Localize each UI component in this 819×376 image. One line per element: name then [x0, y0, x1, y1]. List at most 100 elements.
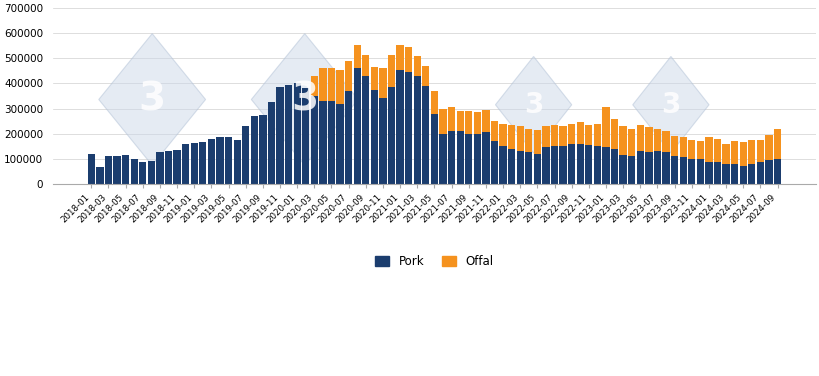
Bar	[130, 159, 138, 184]
Bar	[113, 156, 120, 184]
Bar	[464, 133, 472, 184]
Bar	[456, 131, 464, 184]
Bar	[345, 91, 352, 184]
Bar	[593, 146, 600, 184]
Bar	[541, 147, 549, 184]
Bar	[353, 68, 360, 184]
Bar	[618, 126, 626, 155]
Bar	[293, 83, 301, 184]
Bar	[328, 68, 335, 101]
Bar	[422, 66, 429, 86]
Bar	[456, 111, 464, 131]
Bar	[422, 86, 429, 184]
Bar	[285, 85, 292, 184]
Bar	[627, 156, 635, 184]
Bar	[413, 56, 420, 76]
Bar	[122, 155, 129, 184]
Bar	[670, 156, 677, 184]
Bar	[473, 133, 481, 184]
Bar	[405, 47, 412, 72]
Bar	[550, 146, 558, 184]
Bar	[585, 145, 592, 184]
Bar	[662, 152, 669, 184]
Bar	[773, 129, 781, 159]
Bar	[636, 125, 643, 151]
Bar	[362, 76, 369, 184]
Bar	[88, 154, 95, 184]
Bar	[730, 164, 737, 184]
Bar	[730, 141, 737, 164]
Legend: Pork, Offal: Pork, Offal	[370, 250, 498, 273]
Bar	[379, 99, 386, 184]
Bar	[704, 162, 712, 184]
Bar	[139, 162, 147, 184]
Bar	[251, 116, 258, 184]
Bar	[464, 111, 472, 133]
Bar	[739, 143, 746, 166]
Text: 3: 3	[523, 91, 543, 119]
Bar	[473, 112, 481, 133]
Bar	[379, 68, 386, 99]
Bar	[439, 133, 446, 184]
Bar	[224, 137, 232, 184]
Text: 3: 3	[660, 91, 680, 119]
Polygon shape	[251, 33, 358, 165]
Bar	[482, 110, 489, 132]
Bar	[696, 141, 703, 159]
Bar	[396, 70, 403, 184]
Bar	[499, 124, 506, 146]
Bar	[165, 151, 172, 184]
Bar	[336, 103, 343, 184]
Bar	[653, 151, 660, 184]
Bar	[516, 126, 523, 151]
Bar	[576, 122, 583, 144]
Bar	[182, 144, 189, 184]
Polygon shape	[632, 56, 708, 153]
Bar	[722, 164, 729, 184]
Bar	[216, 137, 224, 184]
Bar	[405, 72, 412, 184]
Bar	[199, 143, 206, 184]
Bar	[593, 124, 600, 146]
Bar	[370, 90, 378, 184]
Bar	[507, 149, 514, 184]
Bar	[773, 159, 781, 184]
Bar	[524, 152, 532, 184]
Bar	[756, 162, 763, 184]
Bar	[491, 121, 497, 141]
Bar	[387, 55, 395, 87]
Bar	[670, 136, 677, 156]
Bar	[259, 115, 266, 184]
Bar	[516, 151, 523, 184]
Bar	[687, 159, 695, 184]
Bar	[568, 144, 575, 184]
Bar	[541, 126, 549, 147]
Bar	[645, 127, 652, 152]
Bar	[362, 55, 369, 76]
Bar	[602, 147, 609, 184]
Bar	[653, 129, 660, 151]
Bar	[447, 131, 455, 184]
Bar	[105, 156, 112, 184]
Bar	[207, 139, 215, 184]
Bar	[533, 130, 541, 154]
Bar	[396, 44, 403, 70]
Bar	[524, 129, 532, 152]
Bar	[242, 126, 249, 184]
Bar	[704, 137, 712, 162]
Bar	[276, 87, 283, 184]
Bar	[156, 152, 164, 184]
Bar	[301, 88, 309, 184]
Polygon shape	[495, 56, 571, 153]
Bar	[482, 132, 489, 184]
Bar	[696, 159, 703, 184]
Bar	[430, 91, 437, 114]
Bar	[618, 155, 626, 184]
Bar	[336, 70, 343, 103]
Bar	[533, 154, 541, 184]
Bar	[430, 114, 437, 184]
Bar	[319, 101, 326, 184]
Bar	[439, 109, 446, 133]
Bar	[328, 101, 335, 184]
Bar	[568, 124, 575, 144]
